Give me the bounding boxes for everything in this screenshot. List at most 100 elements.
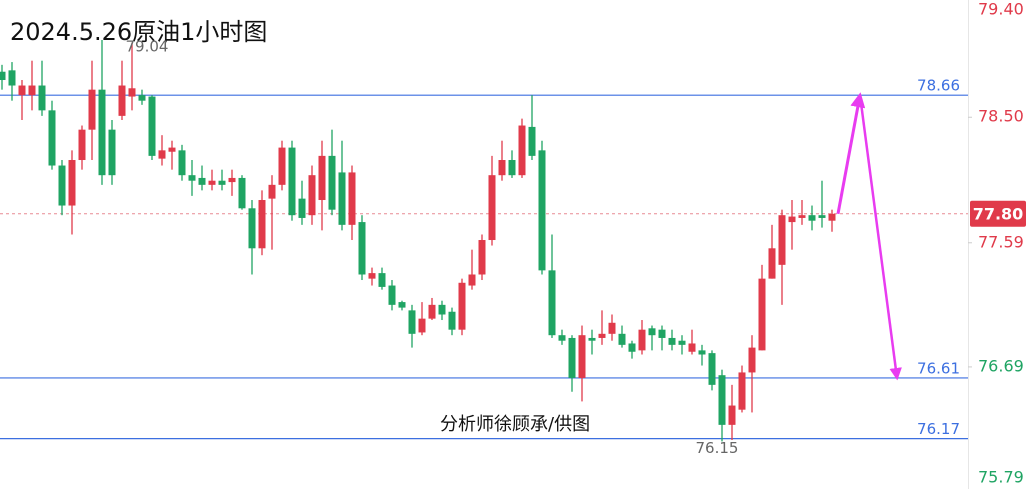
- candle-body: [568, 337, 576, 378]
- candle-body: [208, 180, 216, 185]
- projection-arrow: [858, 95, 902, 381]
- candle-body: [308, 175, 316, 216]
- candle-body: [608, 322, 616, 334]
- candle-body: [528, 126, 536, 156]
- candle-body: [78, 129, 86, 161]
- candle-body: [408, 310, 416, 334]
- candle-body: [698, 350, 706, 355]
- level-label: 78.66: [917, 77, 960, 95]
- candle-body: [808, 215, 816, 221]
- candle-body: [0, 71, 6, 81]
- candle-body: [788, 216, 796, 223]
- projection-arrow: [836, 92, 866, 215]
- candle-body: [138, 95, 146, 101]
- candle-body: [48, 110, 56, 166]
- candle-body: [368, 273, 376, 279]
- candle-body: [678, 340, 686, 345]
- candle-body: [448, 311, 456, 330]
- candle-body: [278, 147, 286, 185]
- candle-body: [688, 343, 696, 352]
- candle-body: [438, 304, 446, 315]
- y-tick-label: 77.59: [978, 232, 1024, 251]
- candle-body: [88, 89, 96, 130]
- candle-body: [158, 150, 166, 159]
- candle-body: [398, 302, 406, 308]
- candle-body: [748, 347, 756, 373]
- candle-body: [328, 155, 336, 210]
- y-tick-label: 79.40: [978, 0, 1024, 19]
- price-annotation: 76.15: [696, 439, 739, 457]
- candle-body: [178, 150, 186, 176]
- last-price-box: [970, 200, 1026, 227]
- candle-body: [298, 198, 306, 218]
- candle-body: [358, 222, 366, 275]
- candle-body: [228, 177, 236, 183]
- candle-body: [548, 270, 556, 336]
- watermark: 分析师徐顾承/供图: [440, 414, 590, 435]
- candle-body: [468, 274, 476, 286]
- candle-body: [348, 172, 356, 225]
- candle-body: [508, 160, 516, 176]
- y-tick-label: 76.69: [978, 356, 1024, 375]
- candle-body: [338, 172, 346, 225]
- candle-body: [458, 282, 466, 330]
- chart-title: 2024.5.26原油1小时图: [10, 18, 267, 46]
- candle-body: [238, 177, 246, 209]
- candle-body: [828, 213, 836, 221]
- plot-area: [0, 40, 968, 442]
- candle-body: [418, 318, 426, 333]
- candle-body: [498, 160, 506, 176]
- candle-body: [318, 155, 326, 201]
- level-label: 76.17: [917, 420, 960, 438]
- candle-body: [648, 328, 656, 336]
- candle-body: [818, 215, 826, 218]
- candle-body: [778, 215, 786, 265]
- candle-body: [8, 70, 16, 86]
- candle-body: [288, 147, 296, 216]
- candle-body: [578, 335, 586, 378]
- candle-body: [198, 177, 206, 185]
- candle-body: [738, 372, 746, 410]
- candle-body: [598, 333, 606, 338]
- candle-body: [708, 353, 716, 385]
- candle-body: [168, 147, 176, 152]
- candle-body: [148, 96, 156, 156]
- level-label: 76.61: [917, 359, 960, 377]
- candle-body: [588, 337, 596, 341]
- candle-body: [258, 200, 266, 249]
- candle-body: [218, 180, 226, 185]
- candle-body: [488, 175, 496, 241]
- candle-body: [18, 85, 26, 96]
- candle-body: [478, 240, 486, 275]
- candle-body: [638, 329, 646, 351]
- candle-body: [718, 375, 726, 425]
- candle-body: [518, 125, 526, 176]
- price-annotation: 79.04: [126, 37, 169, 55]
- candle-body: [38, 85, 46, 111]
- candle-body: [68, 160, 76, 206]
- candle-body: [108, 129, 116, 176]
- candle-body: [378, 273, 386, 287]
- candle-body: [188, 175, 196, 181]
- y-tick-label: 78.50: [978, 107, 1024, 126]
- candle-body: [118, 85, 126, 116]
- candle-body: [798, 215, 806, 218]
- candle-body: [668, 337, 676, 345]
- candle-body: [758, 278, 766, 351]
- candle-body: [28, 85, 36, 96]
- candle-body: [628, 343, 636, 352]
- candle-body: [428, 304, 436, 319]
- candle-body: [128, 88, 136, 97]
- candle-body: [728, 405, 736, 425]
- y-tick-label: 75.79: [978, 468, 1024, 487]
- candle-body: [618, 333, 626, 345]
- candle-body: [248, 208, 256, 249]
- last-price-label: 77.80: [973, 204, 1024, 223]
- candle-body: [538, 150, 546, 271]
- candle-body: [268, 184, 276, 199]
- candle-body: [388, 285, 396, 305]
- candle-body: [58, 165, 66, 206]
- candle-body: [98, 89, 106, 176]
- candle-body: [768, 248, 776, 279]
